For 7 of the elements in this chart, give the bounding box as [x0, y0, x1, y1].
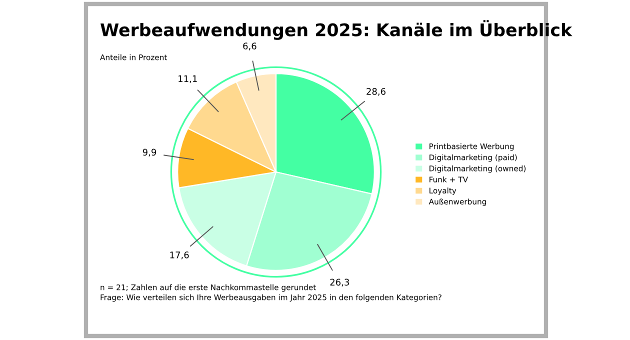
chart-title: Werbeaufwendungen 2025: Kanäle im Überblick [100, 20, 572, 40]
data-label: 9,9 [142, 148, 156, 157]
data-label: 11,1 [178, 75, 197, 84]
data-label: 17,6 [170, 252, 189, 260]
data-label: 26,3 [330, 278, 349, 286]
data-label: 6,6 [243, 42, 256, 50]
data-label: 28,6 [366, 88, 386, 96]
